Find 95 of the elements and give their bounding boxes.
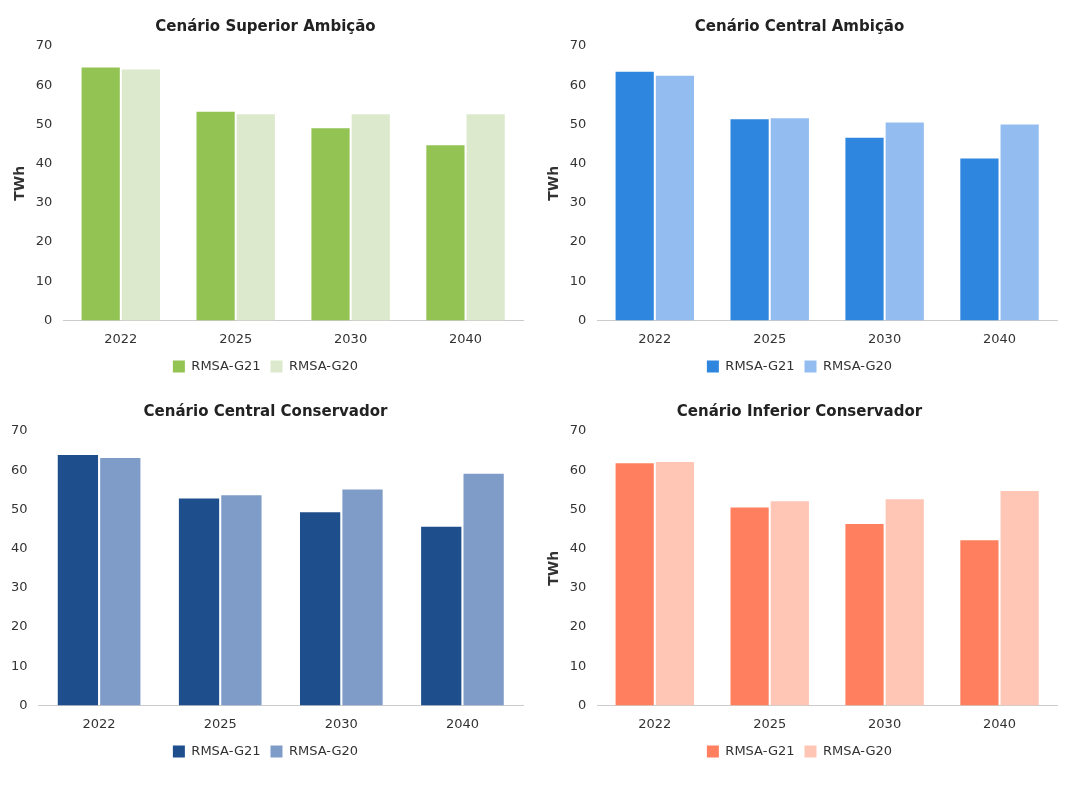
x-tick-label: 2025 xyxy=(219,330,253,346)
y-axis-title: TWh xyxy=(11,165,28,201)
bar xyxy=(730,507,769,706)
y-tick-label: 60 xyxy=(569,76,587,92)
bar xyxy=(770,118,809,321)
x-tick-label: 2025 xyxy=(203,715,237,731)
y-tick-label: 70 xyxy=(11,422,28,438)
y-tick-label: 30 xyxy=(35,194,53,210)
y-tick-label: 10 xyxy=(35,272,53,288)
y-axis-title: TWh xyxy=(545,550,562,586)
bar xyxy=(1000,124,1039,321)
legend-label: RMSA-G20 xyxy=(823,357,893,373)
bar xyxy=(770,501,809,706)
legend-label: RMSA-G21 xyxy=(191,357,261,373)
legend-label: RMSA-G20 xyxy=(289,742,359,758)
y-tick-label: 0 xyxy=(44,311,53,327)
bar xyxy=(100,458,141,706)
bar xyxy=(960,158,999,321)
y-tick-label: 40 xyxy=(569,539,587,555)
y-tick-label: 20 xyxy=(569,618,587,634)
y-tick-label: 0 xyxy=(578,311,587,327)
legend-label: RMSA-G20 xyxy=(823,742,893,758)
x-tick-label: 2040 xyxy=(449,330,483,346)
bar xyxy=(351,114,390,321)
x-tick-label: 2040 xyxy=(445,715,479,731)
legend-label: RMSA-G21 xyxy=(191,742,261,758)
bar xyxy=(121,69,161,321)
bar xyxy=(300,512,341,706)
bar xyxy=(885,122,924,321)
y-tick-label: 40 xyxy=(35,154,53,170)
bar xyxy=(236,114,275,321)
bar xyxy=(730,119,769,321)
x-tick-label: 2030 xyxy=(324,715,358,731)
bar xyxy=(655,461,695,706)
x-tick-label: 2030 xyxy=(868,715,902,731)
y-tick-label: 50 xyxy=(569,115,587,131)
bar xyxy=(466,114,505,321)
y-tick-label: 60 xyxy=(11,461,28,477)
y-tick-label: 20 xyxy=(35,233,53,249)
y-tick-label: 40 xyxy=(569,154,587,170)
y-tick-label: 30 xyxy=(11,579,28,595)
y-tick-label: 30 xyxy=(569,194,587,210)
x-tick-label: 2030 xyxy=(868,330,902,346)
legend-label: RMSA-G21 xyxy=(725,742,795,758)
x-tick-label: 2022 xyxy=(104,330,138,346)
bar xyxy=(655,75,695,321)
bar xyxy=(421,526,462,706)
y-tick-label: 30 xyxy=(569,579,587,595)
x-tick-label: 2025 xyxy=(753,715,787,731)
bar xyxy=(615,463,654,706)
x-tick-label: 2040 xyxy=(983,330,1017,346)
x-tick-label: 2025 xyxy=(753,330,787,346)
y-tick-label: 70 xyxy=(569,422,587,438)
x-tick-label: 2030 xyxy=(334,330,368,346)
legend-label: RMSA-G21 xyxy=(725,357,795,373)
bar xyxy=(885,499,924,706)
y-tick-label: 40 xyxy=(11,539,28,555)
chart-title: Cenário Inferior Conservador xyxy=(676,401,923,420)
bar xyxy=(960,540,999,706)
y-tick-label: 10 xyxy=(11,657,28,673)
bar xyxy=(57,454,99,706)
y-tick-label: 10 xyxy=(569,657,587,673)
y-tick-label: 10 xyxy=(569,272,587,288)
y-tick-label: 70 xyxy=(569,37,587,53)
bar xyxy=(426,145,465,321)
bar xyxy=(1000,490,1039,706)
bar xyxy=(845,137,884,321)
bar xyxy=(196,111,235,321)
bar xyxy=(463,473,504,706)
bar xyxy=(845,523,884,706)
y-tick-label: 0 xyxy=(578,696,587,712)
bar xyxy=(81,67,120,321)
y-tick-label: 20 xyxy=(11,618,28,634)
x-tick-label: 2022 xyxy=(82,715,116,731)
y-tick-label: 20 xyxy=(569,233,587,249)
bar xyxy=(615,71,654,321)
y-tick-label: 70 xyxy=(35,37,53,53)
y-tick-label: 60 xyxy=(35,76,53,92)
chart-title: Cenário Central Conservador xyxy=(143,401,388,420)
x-tick-label: 2022 xyxy=(638,715,672,731)
x-tick-label: 2040 xyxy=(983,715,1017,731)
y-tick-label: 50 xyxy=(569,500,587,516)
bar xyxy=(342,489,383,706)
chart-title: Cenário Superior Ambição xyxy=(155,16,376,35)
y-axis-title: TWh xyxy=(545,165,562,201)
bar xyxy=(178,498,220,706)
bar xyxy=(311,128,350,321)
y-tick-label: 50 xyxy=(35,115,53,131)
bar xyxy=(221,495,262,706)
x-tick-label: 2022 xyxy=(638,330,672,346)
y-tick-label: 60 xyxy=(569,461,587,477)
y-tick-label: 50 xyxy=(11,500,28,516)
y-tick-label: 0 xyxy=(19,696,28,712)
legend-label: RMSA-G20 xyxy=(289,357,359,373)
chart-title: Cenário Central Ambição xyxy=(694,16,905,35)
